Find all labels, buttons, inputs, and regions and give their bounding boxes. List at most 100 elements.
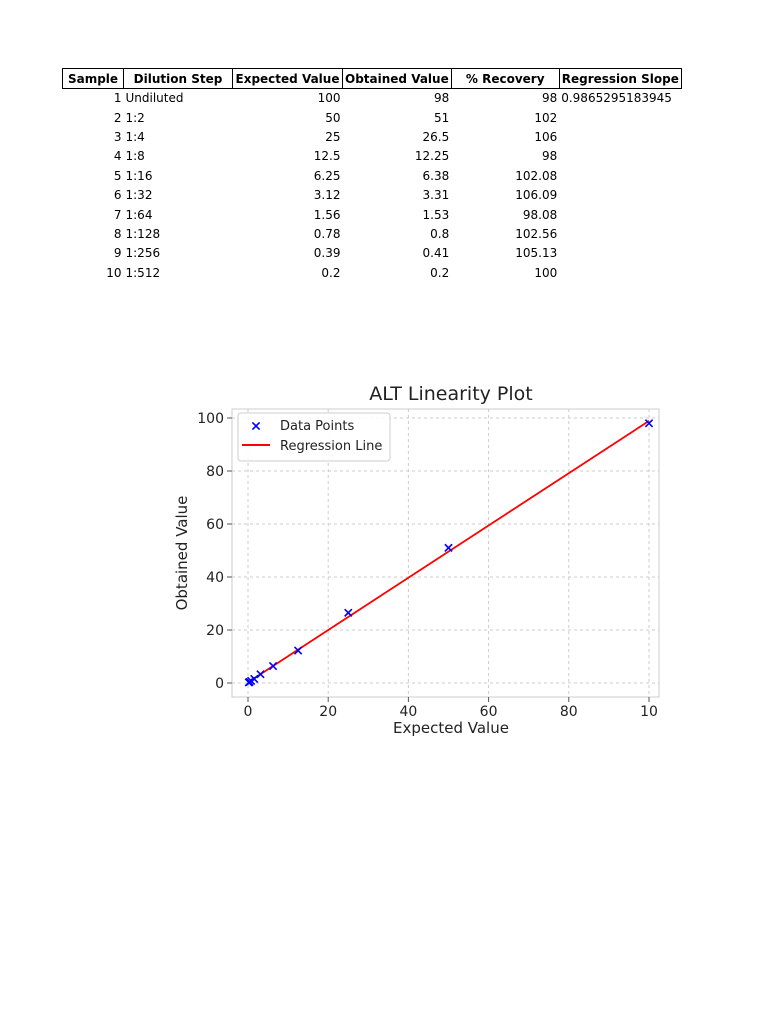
cell-dilution-step: 1:256 xyxy=(125,246,161,261)
data-point xyxy=(244,678,253,687)
cell-obtained-value: 3.31 xyxy=(422,188,450,203)
cell-expected-value: 3.12 xyxy=(313,188,341,203)
cell-regression-slope xyxy=(559,147,681,166)
cell-expected-value: 100 xyxy=(317,91,341,106)
cell-dilution-step: 1:128 xyxy=(125,226,161,241)
table-row: 9 1:256 0.39 0.41 105.13 xyxy=(63,244,682,263)
y-axis-label: Obtained Value xyxy=(173,496,191,611)
header-sample: Sample xyxy=(62,68,124,89)
legend-box xyxy=(237,412,391,462)
regression-line xyxy=(248,420,650,683)
table-row: 3 1:4 25 26.5 106 xyxy=(63,127,682,146)
x-axis: 0 20 40 60 80 10 xyxy=(244,697,658,720)
y-tick-label: 80 xyxy=(206,464,224,480)
cell-regression-slope xyxy=(559,127,681,146)
header-percent-recovery: % Recovery xyxy=(450,68,560,89)
table-row: 7 1:64 1.56 1.53 98.08 xyxy=(63,205,682,224)
chart-series xyxy=(244,419,654,687)
cell-expected-value: 0.39 xyxy=(313,246,341,261)
cell-sample: 9 xyxy=(113,246,122,261)
cell-dilution-step: 1:512 xyxy=(125,265,161,280)
cell-sample: 10 xyxy=(106,265,122,280)
cell-regression-slope xyxy=(559,244,681,263)
cell-regression-slope xyxy=(559,185,681,204)
cell-dilution-step: 1:8 xyxy=(125,149,145,164)
cell-sample: 7 xyxy=(113,207,122,222)
table-body: 1 Undiluted 100 98 98 0.9865295183945 2 1:2 50 51… xyxy=(63,89,682,283)
cell-percent-recovery: 98 xyxy=(541,91,558,106)
cell-obtained-value: 1.53 xyxy=(422,207,450,222)
cell-regression-slope xyxy=(559,108,681,127)
cell-expected-value: 1.56 xyxy=(313,207,341,222)
x-tick-label: 20 xyxy=(319,704,337,720)
legend-data-points: Data Points xyxy=(280,419,354,434)
cell-percent-recovery: 102.08 xyxy=(515,168,558,183)
cell-dilution-step: 1:64 xyxy=(125,207,153,222)
data-point xyxy=(444,543,453,553)
y-tick-label: 20 xyxy=(206,623,224,639)
y-tick-label: 60 xyxy=(206,517,224,533)
data-point xyxy=(256,670,265,679)
cell-expected-value: 0.78 xyxy=(313,226,341,241)
cell-percent-recovery: 98 xyxy=(541,149,558,164)
cell-obtained-value: 12.25 xyxy=(414,149,450,164)
header-obtained-value: Obtained Value xyxy=(342,68,452,89)
table-row: 6 1:32 3.12 3.31 106.09 xyxy=(63,185,682,204)
header-expected-value: Expected Value xyxy=(232,68,343,89)
x-axis-label: Expected Value xyxy=(393,719,509,737)
table-row: 1 Undiluted 100 98 98 0.9865295183945 xyxy=(63,89,682,108)
cell-sample: 5 xyxy=(113,168,122,183)
cell-sample: 2 xyxy=(113,110,122,125)
cell-regression-slope xyxy=(559,205,681,224)
y-tick-label: 100 xyxy=(197,411,224,427)
cell-sample: 4 xyxy=(113,149,122,164)
cell-expected-value: 12.5 xyxy=(313,149,341,164)
chart-title: ALT Linearity Plot xyxy=(369,383,533,405)
legend-regression-line: Regression Line xyxy=(280,439,382,454)
x-tick-label: 0 xyxy=(244,704,253,720)
cell-percent-recovery: 106.09 xyxy=(515,188,558,203)
cell-percent-recovery: 100 xyxy=(534,265,558,280)
cell-dilution-step: Undiluted xyxy=(125,91,184,106)
cell-percent-recovery: 98.08 xyxy=(522,207,558,222)
cell-expected-value: 6.25 xyxy=(313,168,341,183)
legend: Data Points Regression Line xyxy=(237,412,391,462)
cell-obtained-value: 0.41 xyxy=(422,246,450,261)
plot-frame xyxy=(231,408,660,698)
cell-regression-slope: 0.9865295183945 xyxy=(561,91,672,106)
linearity-plot: ALT Linearity Plot 0 20 40 60 80 10 0 20 40 60 80… xyxy=(173,383,660,737)
data-point xyxy=(293,646,303,655)
header-dilution-step: Dilution Step xyxy=(123,68,233,89)
header-regression-slope: Regression Slope xyxy=(558,68,682,89)
cell-obtained-value: 6.38 xyxy=(422,168,450,183)
cell-percent-recovery: 105.13 xyxy=(515,246,558,261)
table-row: 2 1:2 50 51 102 xyxy=(63,108,682,127)
x-tick-label: 40 xyxy=(399,704,417,720)
y-axis: 0 20 40 60 80 100 xyxy=(197,411,232,692)
table-header-row: Sample Dilution Step Expected Value Obta… xyxy=(62,68,682,89)
cell-obtained-value: 0.2 xyxy=(430,265,450,280)
data-point xyxy=(344,608,353,617)
cell-dilution-step: 1:2 xyxy=(125,110,145,125)
cell-expected-value: 25 xyxy=(325,129,341,144)
cell-obtained-value: 98 xyxy=(433,91,450,106)
cell-obtained-value: 51 xyxy=(433,110,450,125)
cell-sample: 3 xyxy=(113,129,122,144)
table-row: 10 1:512 0.2 0.2 100 xyxy=(63,263,682,282)
cell-dilution-step: 1:16 xyxy=(125,168,153,183)
table-row: 8 1:128 0.78 0.8 102.56 xyxy=(63,224,682,243)
data-table: Sample Dilution Step Expected Value Obta… xyxy=(62,68,682,282)
x-tick-label: 80 xyxy=(560,704,578,720)
cell-regression-slope xyxy=(559,263,681,282)
y-tick-label: 40 xyxy=(206,570,224,586)
cell-expected-value: 50 xyxy=(325,110,341,125)
cell-expected-value: 0.2 xyxy=(321,265,341,280)
y-tick-label: 0 xyxy=(215,676,224,692)
data-point xyxy=(268,661,278,671)
cell-percent-recovery: 106 xyxy=(534,129,558,144)
cell-regression-slope xyxy=(559,224,681,243)
x-tick-label: 10 xyxy=(640,704,658,720)
cell-regression-slope xyxy=(559,166,681,185)
cell-dilution-step: 1:4 xyxy=(125,129,145,144)
table-row: 4 1:8 12.5 12.25 98 xyxy=(63,147,682,166)
